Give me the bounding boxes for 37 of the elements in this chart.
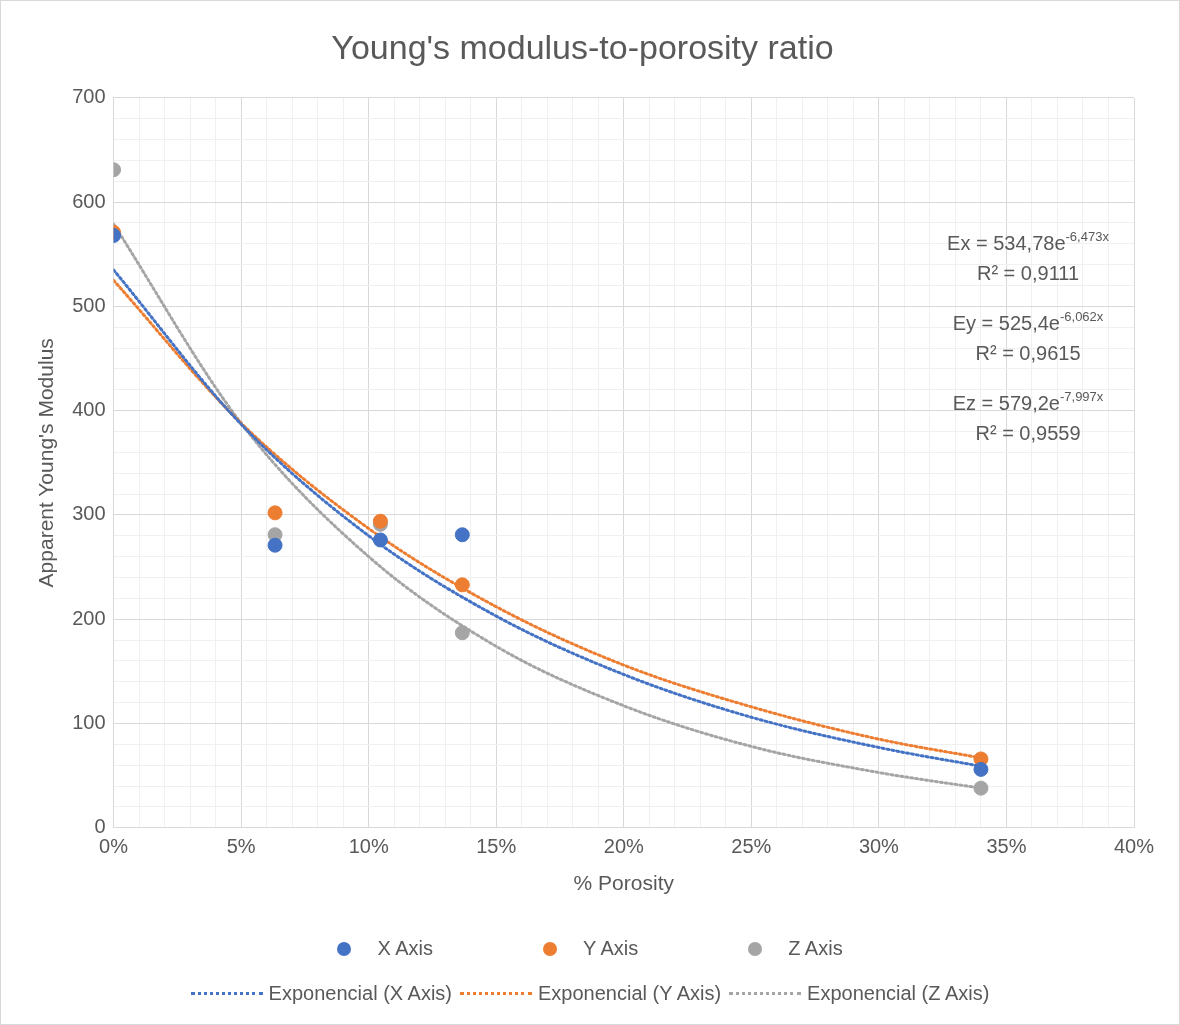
point <box>267 537 283 553</box>
x-tick-label: 0% <box>99 835 129 858</box>
y-tick-label: 100 <box>72 711 106 734</box>
legend-label: Exponencial (Z Axis) <box>807 982 990 1005</box>
point <box>454 625 470 641</box>
x-tick-label: 5% <box>226 835 256 858</box>
x-tick-label: 40% <box>1113 835 1155 858</box>
point <box>973 761 989 777</box>
x-tick-label: 20% <box>603 835 645 858</box>
x-axis-title: % Porosity <box>573 871 675 895</box>
annotation: R² = 0,9615 <box>975 341 1081 364</box>
legend-label: Z Axis <box>788 937 843 960</box>
y-axis-title: Apparent Young's Modulus <box>34 338 58 588</box>
x-tick-label: 10% <box>348 835 389 858</box>
x-tick-label: 25% <box>731 835 772 858</box>
x-tick-label: 35% <box>986 835 1027 858</box>
y-tick-label: 600 <box>72 189 106 212</box>
y-tick-label: 400 <box>72 398 106 421</box>
y-tick-label: 300 <box>72 502 106 525</box>
y-tick-label: 700 <box>72 85 106 108</box>
y-tick-label: 200 <box>72 606 106 629</box>
x-tick-label: 15% <box>476 835 517 858</box>
y-tick-label: 0 <box>94 815 106 838</box>
chart-title: Young's modulus-to-porosity ratio <box>331 27 834 66</box>
annotation: R² = 0,9559 <box>975 421 1081 444</box>
point <box>267 505 283 521</box>
annotation: R² = 0,9111 <box>976 261 1080 284</box>
point <box>454 577 470 593</box>
point <box>372 532 388 548</box>
legend-label: X Axis <box>377 937 433 960</box>
point <box>454 527 470 543</box>
legend-label: Exponencial (X Axis) <box>268 982 453 1005</box>
y-tick-label: 500 <box>72 293 106 316</box>
point <box>973 780 989 796</box>
x-tick-label: 30% <box>858 835 900 858</box>
legend-label: Y Axis <box>582 937 639 960</box>
legend-label: Exponencial (Y Axis) <box>538 982 722 1005</box>
